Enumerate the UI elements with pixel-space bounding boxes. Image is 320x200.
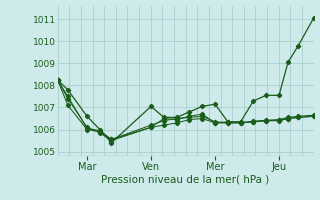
X-axis label: Pression niveau de la mer( hPa ): Pression niveau de la mer( hPa ) <box>101 174 270 184</box>
